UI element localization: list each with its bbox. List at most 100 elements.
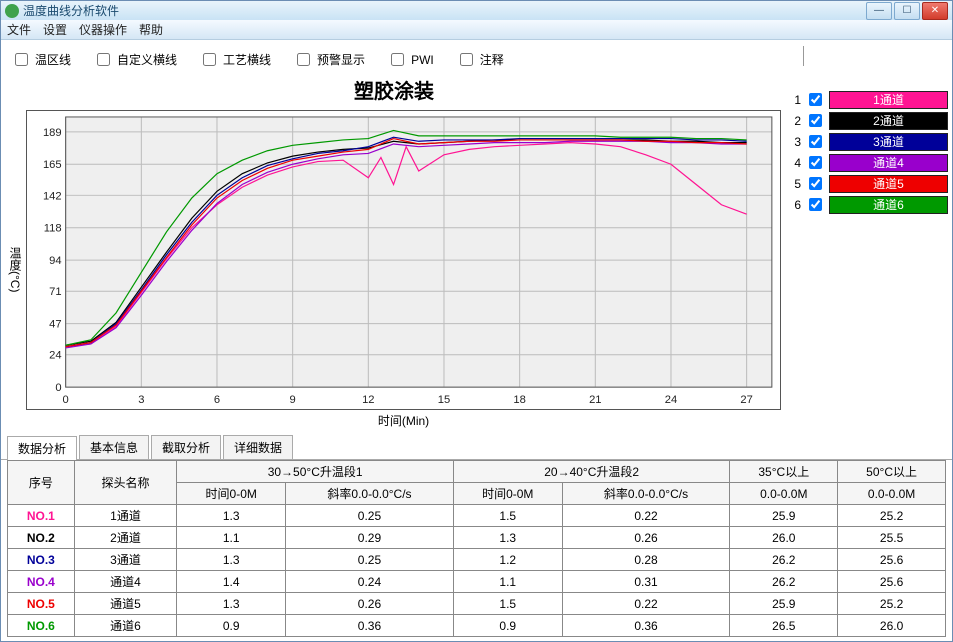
table-row: NO.11通道1.30.251.50.2225.925.2 <box>8 505 946 527</box>
channel-num: 4 <box>791 156 801 170</box>
channel-row-4: 4 通道4 <box>791 153 948 172</box>
svg-text:6: 6 <box>214 394 220 406</box>
menu-settings[interactable]: 设置 <box>43 21 67 38</box>
x-axis-label: 时间(Min) <box>26 410 781 429</box>
cell-d: 0.22 <box>562 505 730 527</box>
minimize-button[interactable]: — <box>866 2 892 20</box>
y-axis-label: 温度(°C) <box>7 247 26 292</box>
channel-row-6: 6通道6 <box>791 195 948 214</box>
channel-2-checkbox[interactable] <box>809 114 822 127</box>
option-custom[interactable]: 自定义横线 <box>93 50 177 69</box>
cell-f: 25.6 <box>838 549 946 571</box>
channel-5-checkbox[interactable] <box>809 177 822 190</box>
tabs-row: 数据分析基本信息截取分析详细数据 <box>1 429 952 460</box>
option-note-checkbox[interactable] <box>460 53 473 66</box>
app-icon <box>5 4 19 18</box>
cell-b: 0.24 <box>286 571 454 593</box>
cell-a: 1.3 <box>177 505 286 527</box>
option-alert-label: 预警显示 <box>317 51 365 68</box>
svg-text:118: 118 <box>44 223 62 235</box>
channel-3-checkbox[interactable] <box>809 135 822 148</box>
svg-text:71: 71 <box>49 286 61 298</box>
col-50s: 0.0-0.0M <box>838 483 946 505</box>
separator-icon <box>803 46 804 66</box>
cell-probe: 通道6 <box>74 615 177 637</box>
cell-e: 26.2 <box>730 571 838 593</box>
cell-probe: 2通道 <box>74 527 177 549</box>
cell-b: 0.26 <box>286 593 454 615</box>
option-pwi-checkbox[interactable] <box>391 53 404 66</box>
col-probe: 探头名称 <box>74 461 177 505</box>
svg-text:9: 9 <box>290 394 296 406</box>
cell-a: 1.1 <box>177 527 286 549</box>
channel-4-checkbox[interactable] <box>809 156 822 169</box>
option-zone-checkbox[interactable] <box>15 53 28 66</box>
cell-c: 1.3 <box>453 527 562 549</box>
col-g1b: 斜率0.0-0.0°C/s <box>286 483 454 505</box>
channel-1-checkbox[interactable] <box>809 93 822 106</box>
cell-no: NO.4 <box>8 571 75 593</box>
channel-row-3: 3 3通道 <box>791 132 948 151</box>
chart-pane: 温区线自定义横线工艺横线预警显示PWI注释 塑胶涂装 温度(°C) 036912… <box>1 40 787 429</box>
svg-text:0: 0 <box>63 394 69 406</box>
svg-text:15: 15 <box>438 394 450 406</box>
cell-e: 25.9 <box>730 505 838 527</box>
window-title: 温度曲线分析软件 <box>23 2 866 19</box>
col-35s: 0.0-0.0M <box>730 483 838 505</box>
channel-num: 5 <box>791 177 801 191</box>
cell-e: 26.5 <box>730 615 838 637</box>
close-button[interactable]: ✕ <box>922 2 948 20</box>
cell-no: NO.1 <box>8 505 75 527</box>
tab-1[interactable]: 基本信息 <box>79 435 149 459</box>
col-50: 50°C以上 <box>838 461 946 483</box>
channel-3-chip[interactable]: 3通道 <box>829 133 948 151</box>
option-alert-checkbox[interactable] <box>297 53 310 66</box>
menu-help[interactable]: 帮助 <box>139 21 163 38</box>
option-note[interactable]: 注释 <box>456 50 504 69</box>
cell-d: 0.28 <box>562 549 730 571</box>
option-custom-checkbox[interactable] <box>97 53 110 66</box>
cell-c: 0.9 <box>453 615 562 637</box>
menu-instrument[interactable]: 仪器操作 <box>79 21 127 38</box>
channel-row-2: 2 2通道 <box>791 111 948 130</box>
cell-probe: 1通道 <box>74 505 177 527</box>
tab-2[interactable]: 截取分析 <box>151 435 221 459</box>
cell-e: 25.9 <box>730 593 838 615</box>
tab-0[interactable]: 数据分析 <box>7 436 77 460</box>
menu-file[interactable]: 文件 <box>7 21 31 38</box>
option-pwi[interactable]: PWI <box>387 50 434 69</box>
cell-f: 26.0 <box>838 615 946 637</box>
channel-num: 3 <box>791 135 801 149</box>
channel-6-checkbox[interactable] <box>809 198 822 211</box>
titlebar: 温度曲线分析软件 — ☐ ✕ <box>1 1 952 20</box>
cell-d: 0.22 <box>562 593 730 615</box>
channel-5-chip[interactable]: 通道5 <box>829 175 948 193</box>
cell-b: 0.36 <box>286 615 454 637</box>
channel-4-chip[interactable]: 通道4 <box>829 154 948 172</box>
svg-text:24: 24 <box>49 350 61 362</box>
option-process-label: 工艺横线 <box>223 51 271 68</box>
table-row: NO.4通道41.40.241.10.3126.225.6 <box>8 571 946 593</box>
tab-3[interactable]: 详细数据 <box>223 435 293 459</box>
cell-c: 1.1 <box>453 571 562 593</box>
option-zone[interactable]: 温区线 <box>11 50 71 69</box>
cell-c: 1.5 <box>453 593 562 615</box>
option-process-checkbox[interactable] <box>203 53 216 66</box>
window-controls: — ☐ ✕ <box>866 2 948 20</box>
cell-c: 1.2 <box>453 549 562 571</box>
cell-e: 26.0 <box>730 527 838 549</box>
cell-f: 25.6 <box>838 571 946 593</box>
cell-f: 25.5 <box>838 527 946 549</box>
channel-2-chip[interactable]: 2通道 <box>829 112 948 130</box>
table-row: NO.22通道1.10.291.30.2626.025.5 <box>8 527 946 549</box>
option-process[interactable]: 工艺横线 <box>199 50 271 69</box>
option-alert[interactable]: 预警显示 <box>293 50 365 69</box>
col-group1: 30→50°C升温段1 <box>177 461 454 483</box>
chart-wrap: 温度(°C) 036912151821242702447719411814216… <box>7 110 781 429</box>
maximize-button[interactable]: ☐ <box>894 2 920 20</box>
channel-6-chip[interactable]: 通道6 <box>829 196 948 214</box>
channel-1-chip[interactable]: 1通道 <box>829 91 948 109</box>
cell-a: 1.3 <box>177 549 286 571</box>
channel-num: 2 <box>791 114 801 128</box>
cell-f: 25.2 <box>838 505 946 527</box>
